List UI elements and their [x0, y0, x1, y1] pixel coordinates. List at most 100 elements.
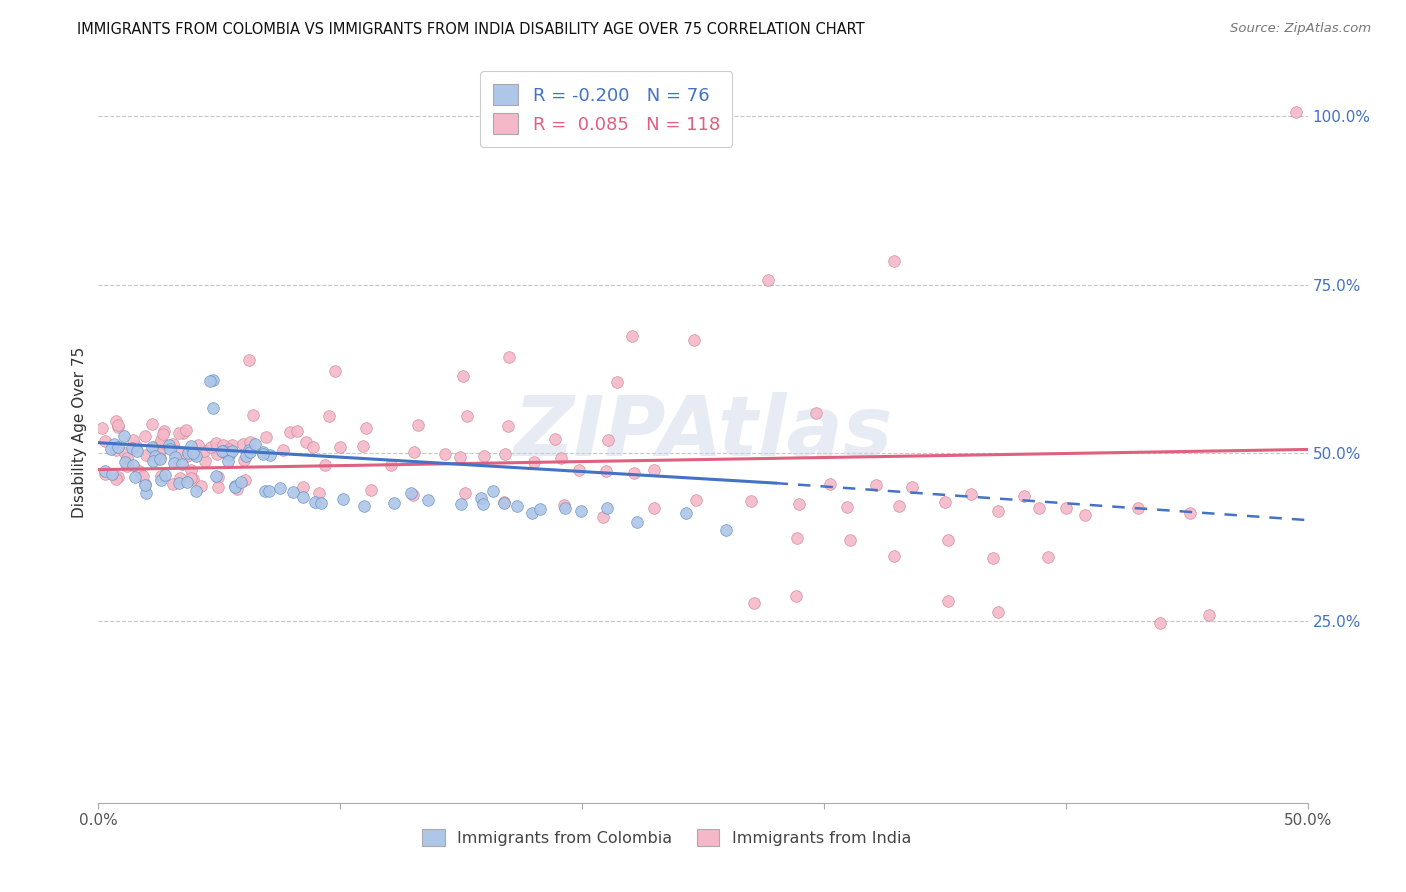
Point [226, 482, 249, 496]
Point [353, 439, 375, 453]
Point [149, 473, 172, 487]
Point [167, 426, 190, 441]
Point [157, 437, 180, 451]
Point [207, 469, 229, 483]
Point [496, 419, 519, 434]
Point [128, 464, 150, 478]
Point [323, 364, 346, 378]
Point [606, 376, 628, 390]
Point [742, 596, 765, 610]
Point [685, 493, 707, 508]
Point [838, 533, 860, 547]
Point [238, 353, 260, 368]
Text: IMMIGRANTS FROM COLOMBIA VS IMMIGRANTS FROM INDIA DISABILITY AGE OVER 75 CORRELA: IMMIGRANTS FROM COLOMBIA VS IMMIGRANTS F… [77, 22, 865, 37]
Point [186, 450, 208, 464]
Point [1028, 501, 1050, 516]
Point [567, 463, 589, 477]
Point [434, 447, 457, 461]
Point [498, 350, 520, 364]
Point [318, 409, 340, 423]
Point [176, 449, 198, 463]
Point [134, 429, 156, 443]
Text: Source: ZipAtlas.com: Source: ZipAtlas.com [1230, 22, 1371, 36]
Point [454, 486, 477, 500]
Point [91, 421, 114, 435]
Point [402, 445, 425, 459]
Point [1038, 549, 1060, 564]
Point [141, 440, 163, 454]
Point [152, 426, 174, 441]
Point [356, 421, 378, 435]
Point [254, 430, 277, 444]
Point [787, 498, 810, 512]
Point [553, 498, 575, 512]
Point [252, 447, 274, 461]
Point [122, 458, 145, 472]
Point [205, 469, 228, 483]
Point [180, 440, 202, 454]
Point [105, 413, 128, 427]
Point [105, 443, 128, 458]
Point [380, 458, 402, 473]
Point [643, 501, 665, 516]
Point [103, 437, 125, 451]
Point [214, 446, 236, 460]
Point [786, 531, 808, 545]
Point [1128, 501, 1150, 516]
Point [456, 409, 478, 424]
Point [181, 471, 204, 485]
Point [243, 436, 266, 450]
Point [94, 467, 117, 482]
Point [522, 507, 544, 521]
Point [114, 455, 136, 469]
Point [416, 493, 439, 508]
Point [295, 435, 318, 450]
Point [987, 605, 1010, 619]
Point [167, 444, 190, 458]
Point [124, 469, 146, 483]
Point [200, 374, 222, 388]
Point [1074, 508, 1097, 523]
Y-axis label: Disability Age Over 75: Disability Age Over 75 [72, 347, 87, 518]
Point [207, 441, 229, 455]
Point [683, 333, 706, 347]
Point [285, 424, 308, 438]
Point [181, 446, 204, 460]
Point [194, 454, 217, 468]
Point [121, 441, 143, 455]
Point [233, 452, 256, 467]
Point [107, 440, 129, 454]
Point [544, 432, 567, 446]
Point [150, 436, 173, 450]
Point [135, 448, 157, 462]
Point [314, 458, 336, 472]
Point [190, 479, 212, 493]
Point [472, 497, 495, 511]
Point [259, 448, 281, 462]
Point [163, 450, 186, 464]
Point [252, 445, 274, 459]
Point [149, 452, 172, 467]
Point [472, 449, 495, 463]
Point [494, 447, 516, 461]
Point [187, 438, 209, 452]
Point [399, 485, 422, 500]
Point [224, 480, 246, 494]
Point [675, 506, 697, 520]
Point [271, 443, 294, 458]
Point [172, 426, 194, 441]
Point [134, 478, 156, 492]
Point [621, 328, 644, 343]
Point [239, 445, 262, 459]
Point [170, 457, 193, 471]
Point [150, 469, 173, 483]
Point [756, 273, 779, 287]
Point [221, 438, 243, 452]
Point [217, 453, 239, 467]
Point [269, 481, 291, 495]
Point [492, 496, 515, 510]
Point [176, 475, 198, 489]
Point [304, 495, 326, 509]
Point [1054, 500, 1077, 515]
Point [104, 472, 127, 486]
